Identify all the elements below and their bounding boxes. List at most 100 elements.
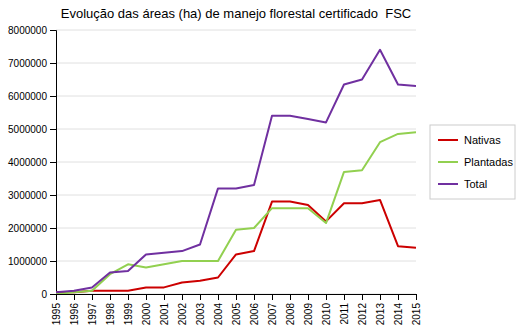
x-tick-label: 1999 bbox=[123, 303, 134, 326]
x-tick: 1997 bbox=[87, 294, 98, 325]
legend-label: Total bbox=[464, 178, 487, 190]
x-tick: 1998 bbox=[105, 294, 116, 325]
x-tick: 2013 bbox=[375, 294, 386, 325]
x-tick-mark bbox=[92, 294, 93, 300]
x-tick-label: 2015 bbox=[411, 303, 422, 326]
grid-line bbox=[56, 228, 416, 229]
x-tick-mark bbox=[200, 294, 201, 300]
x-tick-mark bbox=[272, 294, 273, 300]
lines bbox=[56, 50, 416, 294]
y-tick: 3000000 bbox=[8, 190, 56, 201]
x-tick-label: 2007 bbox=[267, 303, 278, 326]
y-tick-mark bbox=[50, 195, 56, 196]
x-tick-label: 2002 bbox=[177, 303, 188, 326]
x-tick: 2005 bbox=[231, 294, 242, 325]
x-tick-label: 2014 bbox=[393, 303, 404, 326]
x-tick: 2004 bbox=[213, 294, 224, 325]
grid bbox=[56, 30, 416, 294]
x-tick-label: 2012 bbox=[357, 303, 368, 326]
x-tick-label: 2013 bbox=[375, 303, 386, 326]
x-tick-mark bbox=[380, 294, 381, 300]
x-tick-mark bbox=[110, 294, 111, 300]
y-tick-label: 1000000 bbox=[8, 256, 47, 267]
series-line bbox=[56, 132, 416, 294]
x-tick-label: 2004 bbox=[213, 303, 224, 326]
y-tick: 5000000 bbox=[8, 124, 56, 135]
series-line bbox=[56, 50, 416, 293]
legend: Nativas Plantadas Total bbox=[430, 125, 515, 199]
x-axis: 1995 1996 1997 1998 1999 2000 2001 2002 2003 2004… bbox=[51, 294, 422, 325]
x-tick-mark bbox=[308, 294, 309, 300]
grid-line bbox=[56, 96, 416, 97]
x-tick-label: 2000 bbox=[141, 303, 152, 326]
grid-line bbox=[56, 162, 416, 163]
y-tick-mark bbox=[50, 228, 56, 229]
legend-label: Plantadas bbox=[464, 156, 513, 168]
x-tick: 2008 bbox=[285, 294, 296, 325]
y-tick-label: 6000000 bbox=[8, 91, 47, 102]
x-tick-mark bbox=[398, 294, 399, 300]
x-tick: 2001 bbox=[159, 294, 170, 325]
x-tick: 2010 bbox=[321, 294, 332, 325]
chart: 1995 1996 1997 1998 1999 2000 2001 2002 2003 2004… bbox=[0, 0, 521, 336]
y-tick-label: 5000000 bbox=[8, 124, 47, 135]
x-tick-label: 1996 bbox=[69, 303, 80, 326]
y-tick-mark bbox=[50, 261, 56, 262]
x-tick-label: 2001 bbox=[159, 303, 170, 326]
x-tick-label: 2009 bbox=[303, 303, 314, 326]
plot-area: 1995 1996 1997 1998 1999 2000 2001 2002 2003 2004… bbox=[8, 25, 422, 326]
y-tick-label: 7000000 bbox=[8, 58, 47, 69]
x-tick-label: 1995 bbox=[51, 303, 62, 326]
y-tick-label: 2000000 bbox=[8, 223, 47, 234]
x-tick-label: 1998 bbox=[105, 303, 116, 326]
x-tick: 2015 bbox=[411, 294, 422, 325]
grid-line bbox=[56, 261, 416, 262]
y-tick-mark bbox=[50, 129, 56, 130]
x-tick-mark bbox=[74, 294, 75, 300]
x-tick-mark bbox=[236, 294, 237, 300]
x-tick: 1996 bbox=[69, 294, 80, 325]
y-tick-label: 0 bbox=[41, 289, 47, 300]
x-tick-mark bbox=[416, 294, 417, 300]
x-tick-label: 2010 bbox=[321, 303, 332, 326]
x-tick: 1999 bbox=[123, 294, 134, 325]
legend-swatch bbox=[438, 139, 458, 141]
y-tick-mark bbox=[50, 162, 56, 163]
y-tick-mark bbox=[50, 63, 56, 64]
legend-label: Nativas bbox=[464, 134, 501, 146]
x-tick: 2003 bbox=[195, 294, 206, 325]
x-tick-mark bbox=[128, 294, 129, 300]
legend-swatch bbox=[438, 183, 458, 185]
x-tick: 1995 bbox=[51, 294, 62, 325]
x-tick: 2006 bbox=[249, 294, 260, 325]
x-axis-line bbox=[57, 295, 417, 301]
x-tick: 2014 bbox=[393, 294, 404, 325]
grid-line bbox=[56, 63, 416, 64]
grid-line bbox=[56, 129, 416, 130]
x-tick: 2011 bbox=[339, 294, 350, 325]
y-tick-mark bbox=[50, 30, 56, 31]
y-tick: 1000000 bbox=[8, 256, 56, 267]
x-tick-mark bbox=[326, 294, 327, 300]
grid-line bbox=[56, 30, 416, 31]
x-tick-mark bbox=[164, 294, 165, 300]
y-axis-line bbox=[50, 31, 57, 295]
x-tick: 2000 bbox=[141, 294, 152, 325]
grid-line bbox=[56, 195, 416, 196]
y-tick-label: 3000000 bbox=[8, 190, 47, 201]
y-tick-label: 8000000 bbox=[8, 25, 47, 36]
x-tick: 2007 bbox=[267, 294, 278, 325]
y-tick: 2000000 bbox=[8, 223, 56, 234]
y-tick-mark bbox=[50, 96, 56, 97]
legend-swatch bbox=[438, 161, 458, 163]
y-tick: 6000000 bbox=[8, 91, 56, 102]
x-tick: 2009 bbox=[303, 294, 314, 325]
y-tick-mark bbox=[50, 294, 56, 295]
x-tick-label: 2011 bbox=[339, 303, 350, 325]
x-tick: 2002 bbox=[177, 294, 188, 325]
x-tick-label: 2003 bbox=[195, 303, 206, 326]
x-tick-mark bbox=[146, 294, 147, 300]
x-tick-label: 2006 bbox=[249, 303, 260, 326]
y-tick: 4000000 bbox=[8, 157, 56, 168]
legend-box bbox=[430, 125, 515, 199]
